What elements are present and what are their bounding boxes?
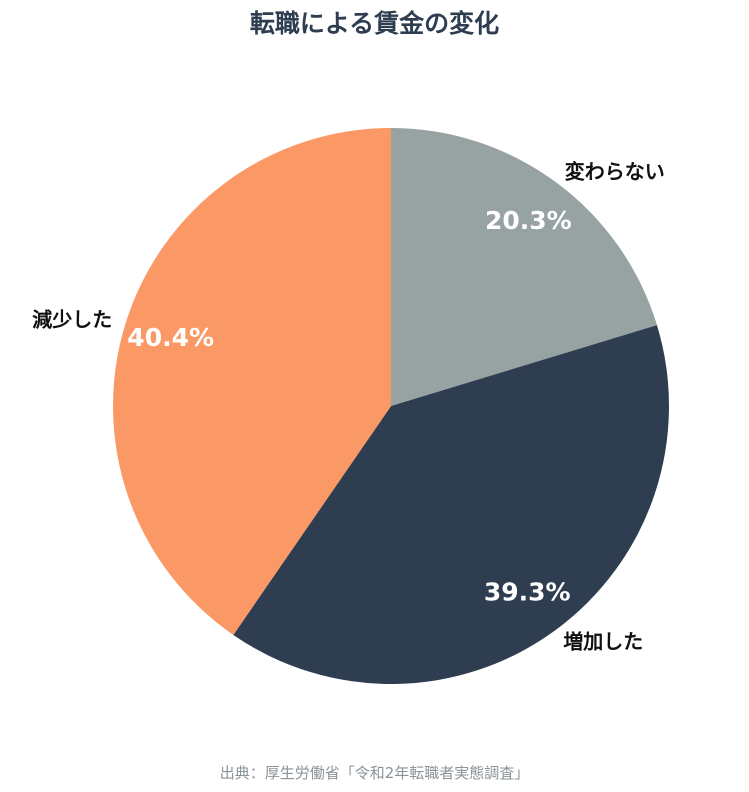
data-label-unchanged: 20.3%	[485, 206, 572, 235]
data-label-decreased: 40.4%	[127, 323, 214, 352]
pie-slice-unchanged	[391, 128, 657, 406]
pie-labels: 20.3% 変わらない 39.3% 増加した 40.4% 減少した	[32, 159, 665, 653]
pie-slice-decreased	[112, 128, 391, 635]
category-label-unchanged: 変わらない	[565, 159, 665, 183]
category-label-increased: 増加した	[563, 630, 643, 654]
category-label-decreased: 減少した	[32, 307, 112, 331]
chart-source: 出典：厚生労働省「令和2年転職者実態調査」	[219, 764, 530, 782]
data-label-increased: 39.3%	[484, 578, 571, 607]
chart-title: 転職による賃金の変化	[249, 9, 500, 38]
pie-slices	[112, 128, 669, 685]
pie-slice-increased	[233, 325, 669, 685]
